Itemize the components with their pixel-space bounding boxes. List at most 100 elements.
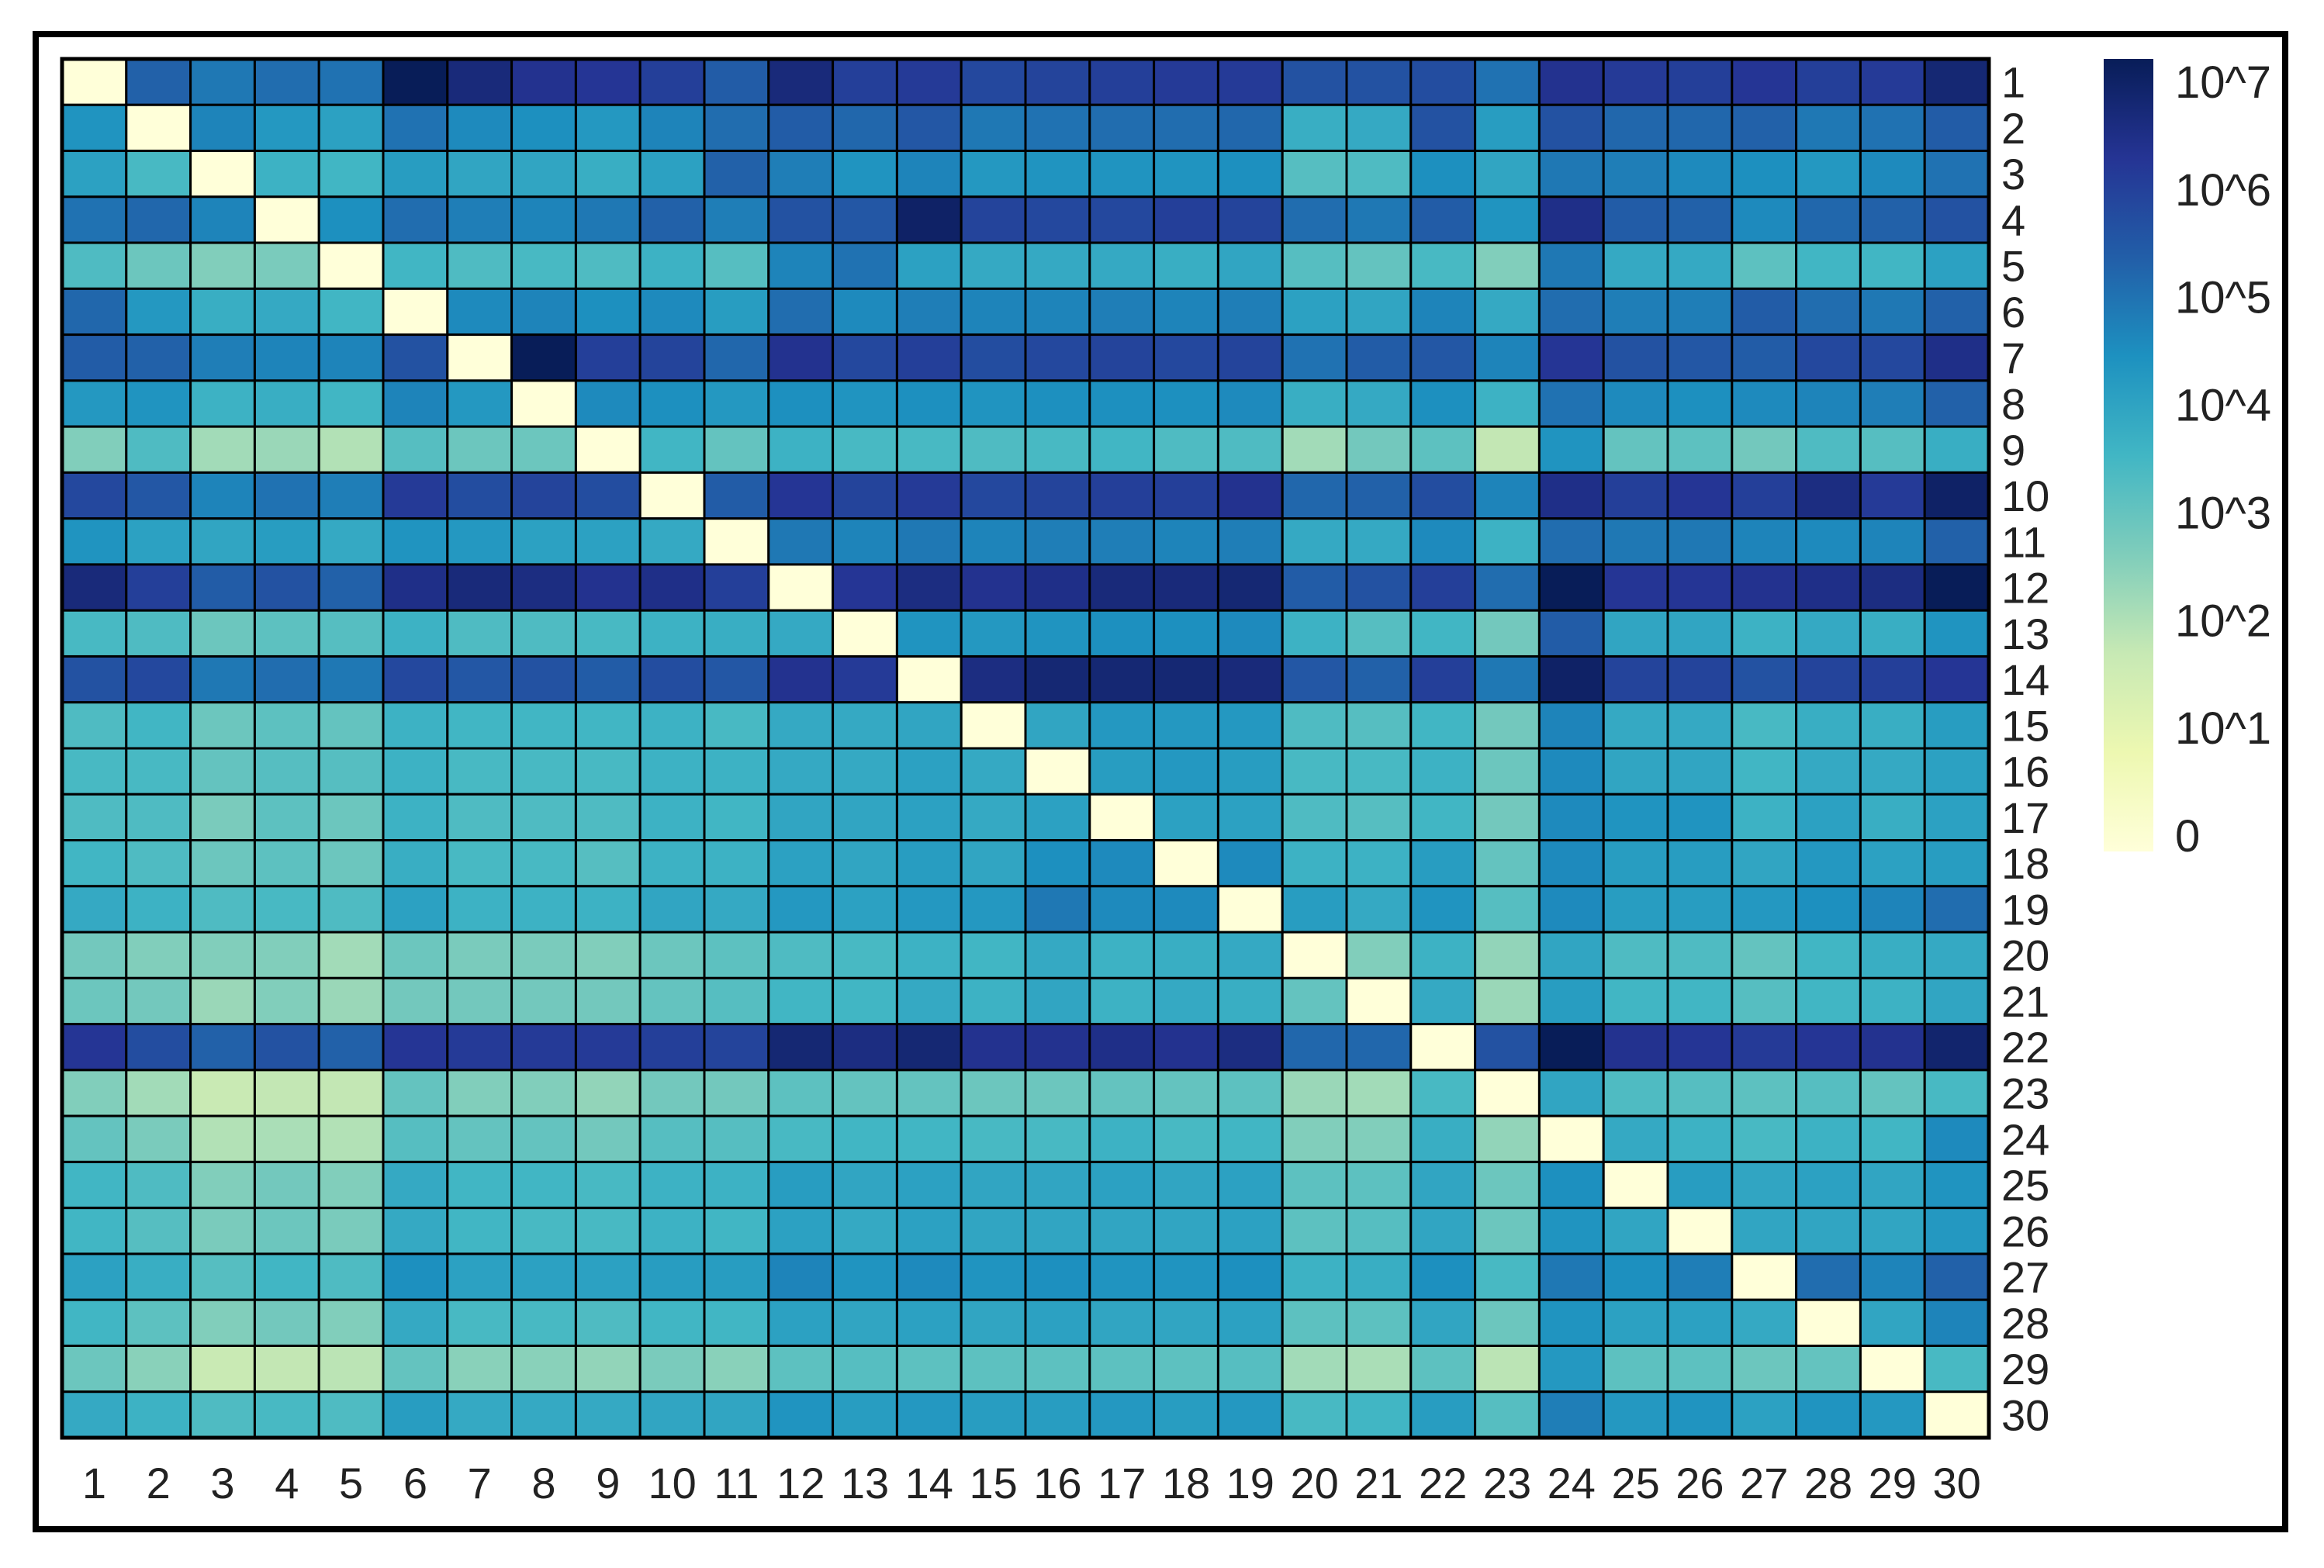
- heatmap-cell: [1281, 103, 1348, 153]
- heatmap-cell: [960, 1252, 1027, 1301]
- heatmap-cell: [510, 701, 577, 750]
- heatmap-cell: [61, 1298, 128, 1347]
- heatmap-cell: [574, 654, 642, 704]
- heatmap-cell: [832, 1114, 898, 1163]
- heatmap-cell: [510, 1252, 577, 1301]
- heatmap-cell: [1474, 1023, 1541, 1072]
- heatmap-cell: [317, 425, 385, 474]
- heatmap-cell: [1731, 425, 1798, 474]
- heatmap-cell: [703, 563, 770, 612]
- heatmap-cell: [1923, 839, 1990, 888]
- heatmap-cell: [1537, 425, 1605, 474]
- heatmap-cell: [1474, 195, 1541, 244]
- heatmap-cell: [446, 1114, 514, 1163]
- heatmap-cell: [61, 1069, 128, 1117]
- heatmap-cell: [317, 57, 385, 106]
- heatmap-cell: [1345, 563, 1413, 612]
- heatmap-cell: [510, 1390, 577, 1439]
- heatmap-cell: [1731, 1207, 1798, 1255]
- heatmap-cell: [382, 793, 449, 842]
- heatmap-cell: [510, 150, 577, 199]
- heatmap-cell: [189, 1160, 256, 1210]
- heatmap-cell: [1088, 931, 1156, 979]
- heatmap-cell: [61, 195, 128, 244]
- heatmap-cell: [832, 241, 898, 290]
- heatmap-cell: [510, 195, 577, 244]
- heatmap-cell: [703, 103, 770, 153]
- heatmap-cell: [61, 1023, 128, 1072]
- heatmap-cell: [1923, 609, 1990, 658]
- heatmap-cell: [1345, 1252, 1413, 1301]
- heatmap-cell: [1345, 1069, 1413, 1117]
- heatmap-cell: [1216, 1390, 1284, 1439]
- heatmap-cell: [1153, 793, 1219, 842]
- heatmap-cell: [1281, 701, 1348, 750]
- heatmap-cell: [253, 885, 320, 934]
- heatmap-cell: [574, 1114, 642, 1163]
- heatmap-cell: [1666, 839, 1734, 888]
- heatmap-cell: [574, 1390, 642, 1439]
- heatmap-cell: [510, 1114, 577, 1163]
- heatmap-cell: [767, 103, 835, 153]
- heatmap-cell: [1409, 931, 1477, 979]
- heatmap-cell: [1409, 839, 1477, 888]
- heatmap-cell: [574, 1023, 642, 1072]
- heatmap-cell: [703, 1390, 770, 1439]
- heatmap-cell: [382, 839, 449, 888]
- heatmap-cell: [1345, 1160, 1413, 1210]
- heatmap-cell: [638, 425, 706, 474]
- heatmap-cell: [1602, 379, 1669, 428]
- heatmap-cell: [895, 1160, 963, 1210]
- heatmap-cell: [832, 1069, 898, 1117]
- heatmap-cell: [253, 839, 320, 888]
- heatmap-cell: [510, 839, 577, 888]
- heatmap-cell: [1923, 287, 1990, 337]
- heatmap-cell: [446, 195, 514, 244]
- heatmap-cell: [446, 1252, 514, 1301]
- heatmap-cell: [253, 1252, 320, 1301]
- heatmap-cell: [767, 471, 835, 520]
- heatmap-cell: [574, 471, 642, 520]
- heatmap-cell: [1666, 471, 1734, 520]
- heatmap-cell: [960, 195, 1027, 244]
- heatmap-cell: [1859, 1298, 1926, 1347]
- heatmap-cell: [1602, 1069, 1669, 1117]
- heatmap-cell: [1345, 1344, 1413, 1394]
- heatmap-cell: [125, 1069, 192, 1117]
- heatmap-cell: [189, 471, 256, 520]
- heatmap-cell: [446, 103, 514, 153]
- heatmap-cell: [767, 333, 835, 382]
- heatmap-cell: [510, 1207, 577, 1255]
- heatmap-cell: [253, 150, 320, 199]
- heatmap-cell: [895, 747, 963, 796]
- heatmap-cell: [638, 747, 706, 796]
- heatmap-cell: [1795, 1160, 1862, 1210]
- heatmap-cell: [189, 103, 256, 153]
- heatmap-cell: [703, 1023, 770, 1072]
- heatmap-cell: [703, 471, 770, 520]
- heatmap-cell: [125, 1160, 192, 1210]
- heatmap-cell: [1024, 793, 1091, 842]
- x-tick-label: 21: [1354, 1459, 1402, 1508]
- heatmap-cell: [1923, 563, 1990, 612]
- heatmap-cell: [253, 517, 320, 566]
- heatmap-cell: [1216, 976, 1284, 1026]
- heatmap-cell: [253, 609, 320, 658]
- heatmap-cell: [1216, 471, 1284, 520]
- heatmap-cell: [1602, 150, 1669, 199]
- heatmap-cell: [1666, 885, 1734, 934]
- heatmap-cell: [1537, 471, 1605, 520]
- heatmap-cell: [1731, 654, 1798, 704]
- colorbar-tick-labels: 0 10^1 10^2 10^3 10^4 10^5 10^6 10^7: [2175, 57, 2271, 862]
- heatmap-cell: [189, 609, 256, 658]
- colorbar-tick-label: 10^4: [2175, 381, 2271, 431]
- heatmap-cell: [1474, 839, 1541, 888]
- heatmap-cell: [1153, 287, 1219, 337]
- heatmap-cell: [1602, 839, 1669, 888]
- heatmap-cell: [1602, 517, 1669, 566]
- heatmap-cell: [253, 287, 320, 337]
- heatmap-cell: [767, 1160, 835, 1210]
- heatmap-cell: [1859, 195, 1926, 244]
- y-tick-label: 18: [2001, 839, 2049, 888]
- heatmap-cell: [253, 747, 320, 796]
